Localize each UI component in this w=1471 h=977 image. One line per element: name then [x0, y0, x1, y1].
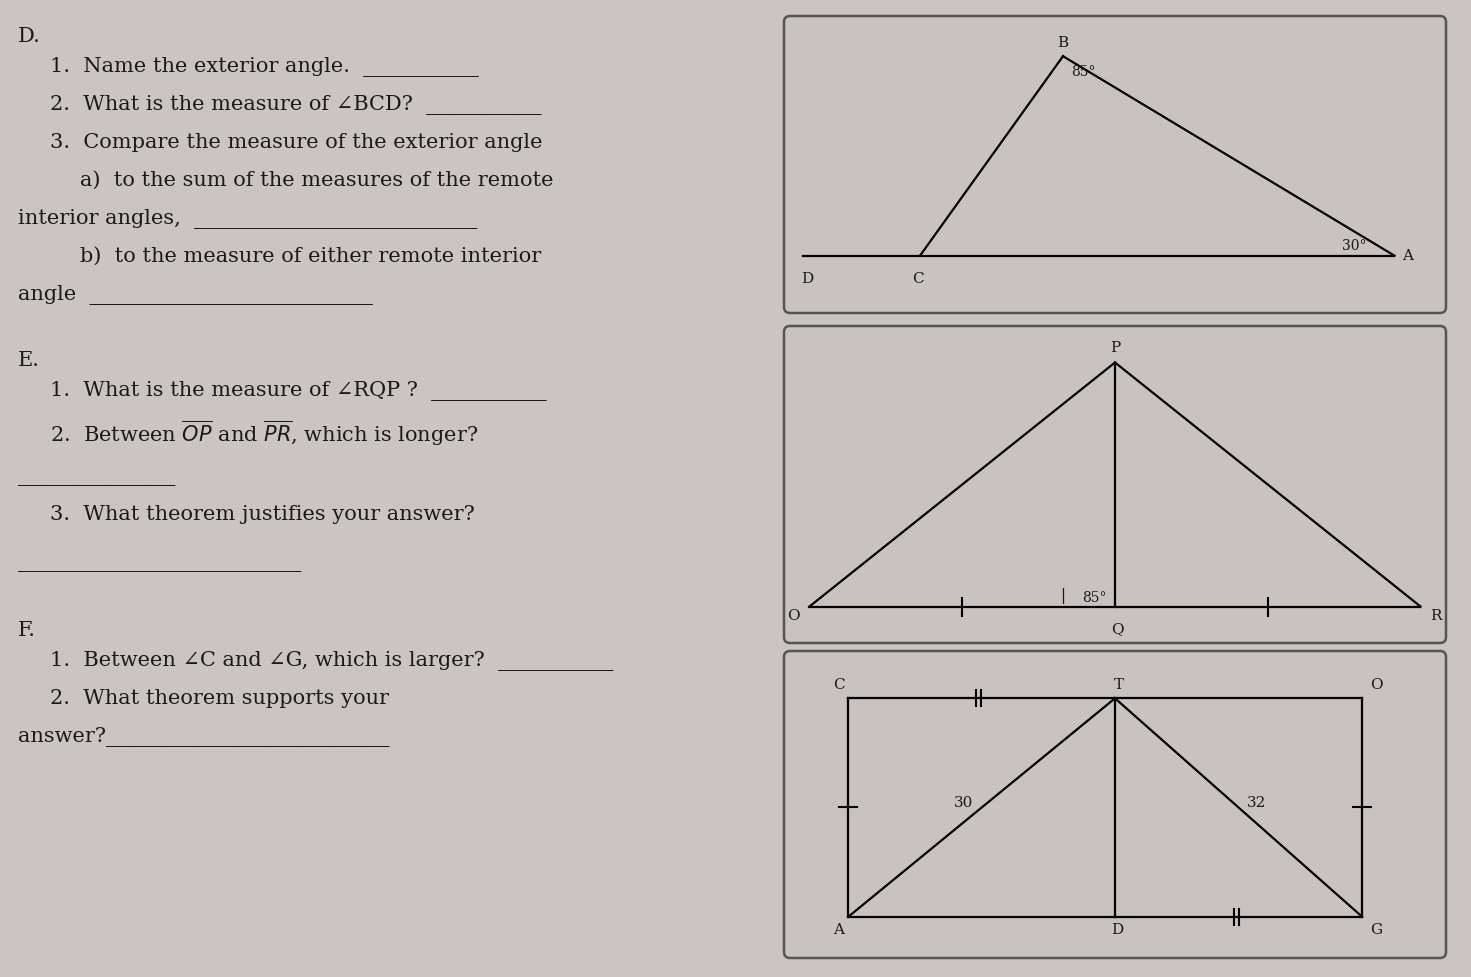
Text: 1.  Between ∠C and ∠G, which is larger?  ___________: 1. Between ∠C and ∠G, which is larger? _…: [50, 651, 613, 671]
Text: b)  to the measure of either remote interior: b) to the measure of either remote inter…: [79, 247, 541, 266]
FancyBboxPatch shape: [784, 326, 1446, 643]
Text: 85°: 85°: [1071, 65, 1096, 79]
Text: 32: 32: [1246, 796, 1267, 811]
Text: A: A: [1402, 249, 1414, 263]
Text: a)  to the sum of the measures of the remote: a) to the sum of the measures of the rem…: [79, 171, 553, 190]
Text: O: O: [787, 609, 800, 622]
Text: Q: Q: [1111, 622, 1124, 636]
Text: 3.  What theorem justifies your answer?: 3. What theorem justifies your answer?: [50, 505, 475, 524]
Text: A: A: [834, 922, 844, 937]
Text: 1.  Name the exterior angle.  ___________: 1. Name the exterior angle. ___________: [50, 57, 478, 77]
Text: angle  ___________________________: angle ___________________________: [18, 285, 374, 305]
Text: interior angles,  ___________________________: interior angles, _______________________…: [18, 209, 478, 229]
Text: 30: 30: [953, 796, 974, 811]
Text: D: D: [800, 272, 813, 285]
Text: 3.  Compare the measure of the exterior angle: 3. Compare the measure of the exterior a…: [50, 133, 543, 152]
Text: ___________________________: ___________________________: [18, 553, 302, 572]
Text: _______________: _______________: [18, 467, 175, 486]
Text: R: R: [1430, 609, 1442, 622]
Text: E.: E.: [18, 351, 40, 370]
Text: 1.  What is the measure of ∠RQP ?  ___________: 1. What is the measure of ∠RQP ? _______…: [50, 381, 547, 401]
Text: answer?___________________________: answer?___________________________: [18, 727, 390, 747]
Text: 85°: 85°: [1083, 591, 1108, 606]
Text: 2.  What is the measure of ∠BCD?  ___________: 2. What is the measure of ∠BCD? ________…: [50, 95, 541, 115]
Text: D.: D.: [18, 27, 41, 46]
Text: 2.  What theorem supports your: 2. What theorem supports your: [50, 689, 388, 708]
Text: 30°: 30°: [1343, 238, 1367, 253]
Text: B: B: [1058, 36, 1068, 50]
Text: P: P: [1111, 341, 1119, 355]
FancyBboxPatch shape: [784, 651, 1446, 958]
Text: |: |: [1061, 588, 1065, 605]
Text: F.: F.: [18, 621, 35, 640]
Text: G: G: [1370, 922, 1383, 937]
Text: C: C: [833, 678, 844, 693]
Text: 2.  Between $\overline{OP}$ and $\overline{PR}$, which is longer?: 2. Between $\overline{OP}$ and $\overlin…: [50, 419, 478, 448]
FancyBboxPatch shape: [784, 16, 1446, 313]
Text: C: C: [912, 272, 924, 285]
Text: T: T: [1114, 678, 1124, 693]
Text: D: D: [1111, 922, 1124, 937]
Text: O: O: [1370, 678, 1383, 693]
